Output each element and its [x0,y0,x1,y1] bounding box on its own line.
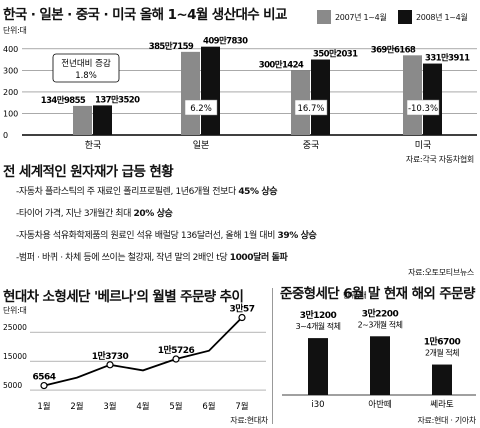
change-label: 6.2% [190,104,212,114]
y-tick-label: 15000 [3,352,27,361]
verna-chart-plot: 5000 15000 25000 6564 1만3730 1만5726 3만57 1월 2월 3월… [3,303,266,412]
backlog-note: 2~3개월 적체 [358,319,403,329]
raw-material-title: 전 세계적인 원자재가 급등 현황 [3,164,174,180]
korea-change-value: 1.8% [75,71,97,81]
raw-item-1: -자동차 플라스틱의 주 재료인 폴리프로필렌, 1년6개월 전보다 45% 상… [16,187,278,197]
production-chart-title: 한국 · 일본 · 중국 · 미국 올해 1~4월 생산대수 비교 [3,7,287,23]
production-unit: 단위:대 [3,26,27,35]
bar-value-label: 350만2031 [313,49,358,60]
x-tick-label: 1월 [37,401,50,412]
raw-item-3: -자동차용 석유화학제품의 원료인 석유 배럴당 136달러선, 올해 1월 대… [16,231,317,241]
change-box [294,99,328,116]
x-tick-label: 5월 [169,401,182,412]
change-box [184,99,218,116]
legend-swatch-2007 [317,10,331,24]
bar-일본-2008 [201,46,220,135]
bar-일본-2007 [181,51,200,135]
backlog-note: 2개월 적체 [425,348,459,358]
x-tick-label: i30 [311,400,324,410]
verna-chart-title: 현대차 소형세단 '베르나'의 월별 주문량 추이 [3,289,244,305]
series-line [43,316,243,387]
overseas-chart-title: 준중형세단 6월 말 현재 해외 주문량 [280,286,475,302]
bar-한국-2007 [73,105,92,135]
verna-source: 자료:현대차 [230,416,268,425]
point-value-label: 6564 [32,373,55,383]
backlog-note: 3~4개월 적체 [296,321,341,331]
bar-value-label: 3만2200 [362,307,399,319]
verna-unit: 단위:대 [3,306,27,315]
y-tick-label: 25000 [3,323,27,332]
x-tick-label: 미국 [415,140,432,150]
y-tick-label: 0 [3,131,8,140]
legend-label-2008: 2008년 1~4월 [416,13,468,22]
x-tick-label: 일본 [193,140,210,150]
bar-value-label: 3만1200 [300,309,337,321]
production-chart-plot: 0 100 200 300 400 134만9855 137만3520 한국 385만7159 4… [3,36,477,150]
bar-미국-2008 [423,63,442,136]
change-label: -10.3% [408,104,438,114]
x-tick-label: 쎄라토 [430,400,454,410]
x-tick-label: 7월 [235,401,248,412]
raw-item-4: -범퍼 · 바퀴 · 차체 등에 쓰이는 철강재, 작년 말의 2배인 t당 1… [16,253,288,263]
x-tick-label: 6월 [202,401,215,412]
data-point [238,313,246,322]
x-tick-label: 아반떼 [368,399,392,410]
bar-미국-2007 [403,55,422,136]
bar-value-label: 1만6700 [424,336,461,348]
x-tick-label: 한국 [85,140,102,150]
bar-아반떼 [370,336,390,395]
x-tick-label: 2월 [70,401,83,412]
change-box [406,99,440,116]
bar-쎄라토 [432,364,452,395]
verna-chart: 현대차 소형세단 '베르나'의 월별 주문량 추이 단위:대 5000 15000… [0,285,272,428]
data-point [40,381,48,390]
bar-value-label: 409만7830 [203,36,248,47]
x-tick-label: 중국 [303,140,320,150]
bar-value-label: 331만3911 [425,53,470,64]
korea-change-caption: 전년대비 증감 [61,58,111,69]
production-source: 자료:각국 자동차협회 [405,155,474,164]
x-tick-label: 3월 [103,401,116,412]
legend-swatch-2008 [398,10,412,24]
bar-value-label: 369만6168 [371,44,416,55]
production-chart: 한국 · 일본 · 중국 · 미국 올해 1~4월 생산대수 비교 단위:대 2… [0,0,480,164]
bar-중국-2008 [311,59,330,135]
bar-value-label: 137만3520 [95,94,140,105]
overseas-source: 자료:현대 · 기아차 [417,416,476,425]
point-value-label: 3만57 [229,303,254,315]
x-tick-label: 4월 [136,401,149,412]
point-value-label: 1만3730 [92,350,129,362]
raw-item-2: -타이어 가격, 지난 3개월간 최대 20% 상승 [16,209,173,219]
y-tick-label: 300 [3,66,18,75]
korea-change-callout [52,53,120,83]
y-tick-label: 100 [3,109,18,118]
legend-label-2007: 2007년 1~4월 [335,13,387,22]
overseas-chart: 준중형세단 6월 말 현재 해외 주문량 단위:대 3만1200 3~4개월 적체… [274,285,480,428]
bar-value-label: 134만9855 [41,95,86,106]
raw-material-source: 자료:오토모티브뉴스 [408,268,474,277]
bar-한국-2008 [93,105,112,135]
bar-i30 [308,338,328,395]
raw-material-section: 전 세계적인 원자재가 급등 현황 -자동차 플라스틱의 주 재료인 폴리프로필… [0,160,480,277]
bar-value-label: 385만7159 [149,41,194,52]
y-tick-label: 200 [3,88,18,97]
data-point [106,361,114,369]
overseas-unit: 단위:대 [343,291,367,300]
panel-divider [272,288,273,424]
data-point [172,355,180,363]
bar-value-label: 300만1424 [259,59,304,70]
y-tick-label: 400 [3,45,18,54]
point-value-label: 1만5726 [158,344,195,356]
change-label: 16.7% [297,104,324,114]
y-tick-label: 5000 [3,381,22,390]
